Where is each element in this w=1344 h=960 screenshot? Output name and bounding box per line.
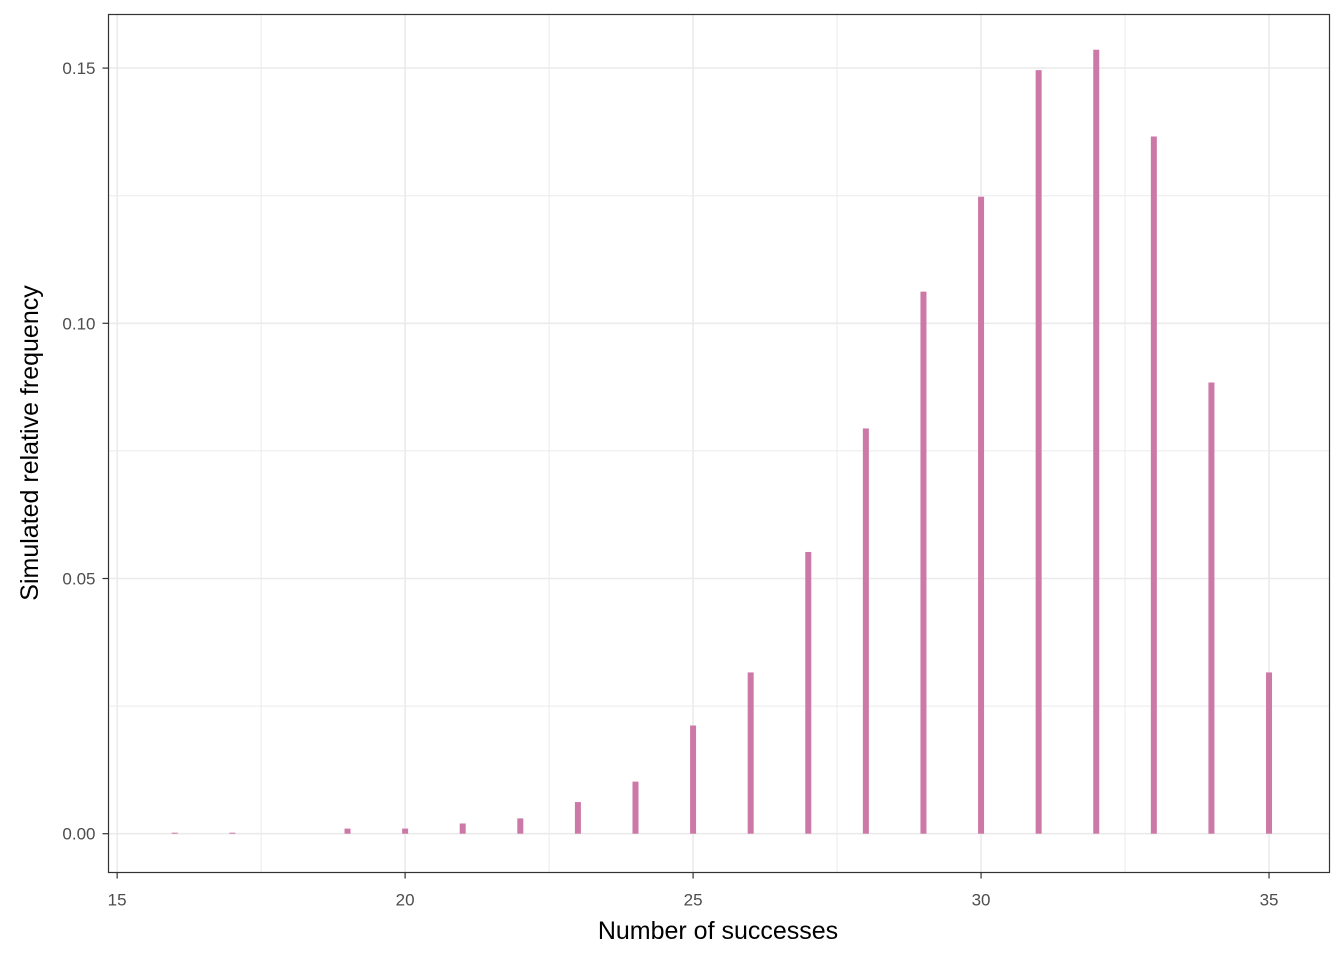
bar: [574, 802, 581, 834]
x-tick-label: 25: [684, 891, 703, 910]
bar: [402, 828, 409, 834]
bar: [978, 196, 985, 834]
x-tick-label: 35: [1260, 891, 1279, 910]
x-axis-ticks: 15 20 25 30 35: [108, 872, 1279, 910]
bar: [632, 781, 639, 834]
bar: [862, 428, 869, 834]
bar: [1093, 49, 1100, 834]
x-axis-title: Number of successes: [598, 917, 838, 945]
bar: [690, 725, 697, 834]
bar: [747, 672, 754, 834]
y-tick-label: 0.10: [62, 314, 95, 333]
bar: [1208, 382, 1215, 834]
plot-border: [107, 13, 1331, 874]
bar: [920, 291, 927, 834]
x-tick-label: 30: [972, 891, 991, 910]
bar: [1266, 672, 1273, 834]
x-tick-label: 20: [396, 891, 415, 910]
y-axis-ticks: 0.00 0.05 0.10 0.15: [62, 59, 109, 844]
y-tick-label: 0.05: [62, 570, 95, 589]
y-tick-label: 0.00: [62, 825, 95, 844]
bar: [171, 832, 178, 834]
bar: [805, 551, 812, 834]
bar: [1035, 70, 1042, 834]
plot-panel: [108, 14, 1330, 873]
bar: [229, 832, 236, 834]
minor-gridlines: [108, 14, 1330, 873]
bar: [1150, 136, 1157, 834]
bar: [459, 823, 466, 834]
y-tick-label: 0.15: [62, 59, 95, 78]
x-tick-label: 15: [108, 891, 127, 910]
bar: [344, 828, 351, 834]
bars: [171, 49, 1273, 834]
bar: [517, 818, 524, 834]
y-axis-title: Simulated relative frequency: [16, 285, 44, 601]
